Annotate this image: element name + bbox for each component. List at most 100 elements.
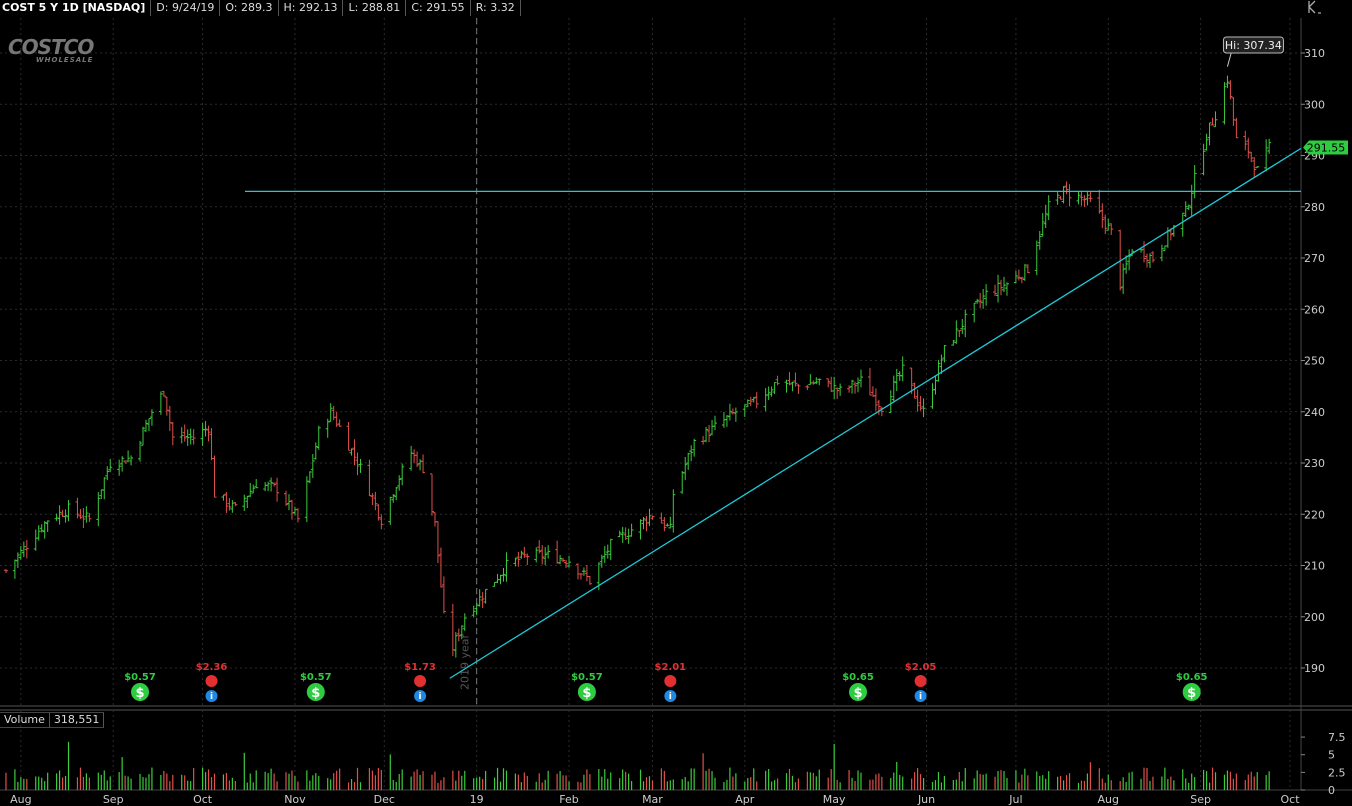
event-value: $0.57 xyxy=(300,672,332,683)
ohlc-bar xyxy=(1118,229,1123,291)
y-tick-label: 240 xyxy=(1304,406,1325,419)
chart-header: COST 5 Y 1D [NASDAQ] D: 9/24/19 O: 289.3… xyxy=(0,0,521,16)
ohlc-bar xyxy=(915,389,920,412)
ohlc-bar xyxy=(745,399,750,408)
dividend-icon xyxy=(577,683,596,701)
ohlc-bar xyxy=(796,384,801,394)
ohlc-bar xyxy=(307,471,312,484)
ohlc-bar xyxy=(409,445,414,471)
x-tick-label: Aug xyxy=(1098,793,1119,806)
ohlc-bar xyxy=(853,381,858,394)
ohlc-bar xyxy=(918,395,923,411)
ohlc-bar xyxy=(867,367,872,396)
ohlc-bar xyxy=(295,508,300,523)
ohlc-bar xyxy=(352,439,357,466)
ohlc-bar xyxy=(310,454,315,478)
ohlc-bar xyxy=(546,545,551,559)
ohlc-bar xyxy=(1046,195,1051,221)
ohlc-bar xyxy=(942,345,947,363)
event-value: $0.57 xyxy=(124,672,156,683)
year-label: 2019 year xyxy=(459,633,472,690)
ohlc-bar xyxy=(1085,190,1090,206)
ohlc-bar xyxy=(242,494,247,511)
ohlc-bar xyxy=(474,602,479,616)
ohlc-bar xyxy=(1267,138,1272,154)
x-tick-label: Jul xyxy=(1008,793,1022,806)
ohlc-bar xyxy=(1019,276,1024,284)
ohlc-bar xyxy=(930,383,935,409)
ohlc-bar xyxy=(513,557,518,567)
ohlc-bar xyxy=(775,375,780,386)
volume-tick-label: 5 xyxy=(1328,749,1335,762)
x-tick-label: May xyxy=(823,793,846,806)
ohlc-bar xyxy=(105,466,110,481)
info-glyph: i xyxy=(919,692,922,702)
high-value: H: 292.13 xyxy=(279,0,344,16)
ohlc-bar xyxy=(421,454,426,474)
ohlc-bar xyxy=(1016,269,1021,281)
ohlc-bar xyxy=(394,486,399,501)
ohlc-bar xyxy=(1252,156,1257,177)
ohlc-bar xyxy=(701,435,706,445)
ohlc-bar xyxy=(1142,241,1147,263)
ohlc-bar xyxy=(391,494,396,503)
ohlc-bar xyxy=(662,517,667,532)
dollar-icon: $ xyxy=(135,686,144,701)
ohlc-bar xyxy=(730,408,735,415)
ohlc-bar xyxy=(620,526,625,543)
y-tick-label: 260 xyxy=(1304,303,1325,316)
event-marker: $2.36 i xyxy=(196,662,227,702)
ohlc-bar xyxy=(453,632,458,658)
ohlc-bar xyxy=(325,418,330,438)
ohlc-bar xyxy=(1249,151,1254,163)
ohlc-bar xyxy=(438,547,443,588)
ohlc-bar xyxy=(33,529,38,551)
close-value: C: 291.55 xyxy=(406,0,471,16)
event-value: $0.65 xyxy=(842,672,874,683)
ohlc-bar xyxy=(492,581,497,587)
ohlc-bar xyxy=(1061,186,1066,204)
ohlc-bar xyxy=(847,385,852,393)
ohlc-bar xyxy=(212,455,217,498)
ohlc-bar xyxy=(534,547,539,563)
ohlc-bar xyxy=(1064,181,1069,195)
volume-tick-label: 7.5 xyxy=(1328,731,1346,744)
ohlc-bar xyxy=(367,459,372,497)
ohlc-bar xyxy=(561,557,566,563)
ohlc-bar xyxy=(519,550,524,559)
expand-icon[interactable] xyxy=(1308,0,1322,14)
ohlc-bar xyxy=(858,369,863,388)
ohlc-bar xyxy=(456,628,461,642)
ohlc-bar xyxy=(540,545,545,565)
ohlc-bar xyxy=(537,540,542,554)
ohlc-bar xyxy=(1067,184,1072,207)
ohlc-bar xyxy=(1246,137,1251,159)
ohlc-bar xyxy=(671,489,676,533)
ohlc-bar xyxy=(275,477,280,502)
ohlc-bar xyxy=(1055,190,1060,205)
dividend-icon xyxy=(1182,683,1201,701)
ohlc-bar xyxy=(581,567,586,576)
ohlc-bar xyxy=(84,506,89,523)
ohlc-bar xyxy=(1222,82,1227,125)
ohlc-bar xyxy=(707,424,712,443)
ohlc-bar xyxy=(388,496,393,525)
ohlc-bar xyxy=(754,392,759,409)
earnings-icon xyxy=(205,675,218,687)
info-icon xyxy=(914,690,927,702)
ohlc-bar xyxy=(3,569,8,573)
ohlc-bar xyxy=(602,546,607,564)
ohlc-bar xyxy=(587,575,592,585)
ohlc-bar xyxy=(1234,117,1239,139)
symbol-label[interactable]: COST 5 Y 1D [NASDAQ] xyxy=(0,0,152,16)
ohlc-bar xyxy=(170,422,175,446)
y-tick-label: 270 xyxy=(1304,252,1325,265)
ohlc-bar xyxy=(599,554,604,568)
low-value: L: 288.81 xyxy=(343,0,407,16)
ohlc-bar xyxy=(644,516,649,532)
ohlc-bar xyxy=(304,476,309,523)
ohlc-bar xyxy=(1079,190,1084,206)
ohlc-bar xyxy=(1013,270,1018,284)
ohlc-bar xyxy=(355,452,360,476)
